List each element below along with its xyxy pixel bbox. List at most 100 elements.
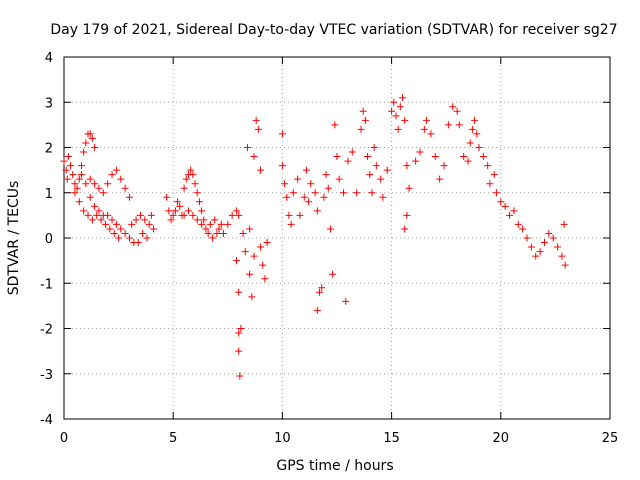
data-point [250, 252, 258, 260]
data-point [141, 216, 149, 224]
data-point [420, 125, 428, 133]
x-axis-label: GPS time / hours [276, 458, 393, 474]
data-point [95, 207, 103, 215]
data-point [241, 248, 249, 256]
data-point [134, 239, 142, 247]
data-point [115, 234, 123, 242]
data-point [233, 207, 241, 215]
data-point [259, 261, 267, 269]
data-point [361, 116, 369, 124]
data-point [377, 175, 385, 183]
y-tick-label: -3 [40, 368, 53, 383]
data-point [71, 180, 79, 188]
data-point [455, 121, 463, 129]
data-point [453, 107, 461, 115]
data-point [473, 130, 481, 138]
data-point [180, 184, 188, 192]
data-point [211, 216, 219, 224]
data-point [403, 162, 411, 170]
data-point [235, 347, 243, 355]
data-point [523, 234, 531, 242]
data-point [388, 107, 396, 115]
data-point [139, 229, 147, 237]
data-point [60, 157, 68, 165]
data-point [320, 193, 328, 201]
data-point [237, 325, 245, 332]
y-tick-label: 4 [45, 51, 53, 66]
data-point [126, 234, 134, 242]
data-point [281, 180, 289, 188]
x-tick-label: 15 [383, 431, 400, 446]
data-point [261, 275, 269, 283]
data-point [233, 257, 241, 265]
data-point [80, 148, 88, 156]
data-point [77, 171, 85, 179]
axis-ticks [63, 56, 611, 420]
data-point [246, 225, 254, 233]
data-point [108, 216, 116, 224]
data-point [399, 94, 407, 102]
data-point [527, 243, 535, 251]
data-point [396, 103, 404, 111]
data-point [302, 166, 310, 174]
data-point [440, 162, 448, 170]
data-point [278, 162, 286, 170]
data-point [497, 198, 505, 206]
data-point [486, 180, 494, 188]
data-point [187, 166, 195, 174]
data-point [182, 175, 190, 183]
data-point [62, 166, 70, 174]
data-point [248, 293, 256, 301]
data-point [403, 211, 411, 219]
data-point [390, 98, 398, 106]
data-point [401, 225, 409, 233]
data-point [475, 144, 483, 151]
y-tick-label: 2 [45, 142, 53, 157]
data-point [239, 229, 247, 237]
data-point [136, 211, 144, 219]
data-point [545, 229, 553, 237]
data-point [101, 220, 109, 228]
data-point [121, 229, 129, 237]
data-point [180, 211, 188, 219]
data-point [165, 207, 173, 215]
data-point [82, 180, 90, 188]
data-point [204, 229, 212, 237]
data-point [150, 225, 158, 233]
data-point [169, 211, 177, 219]
data-point [484, 162, 492, 170]
data-point [63, 175, 71, 183]
data-point [313, 306, 321, 314]
data-point [147, 211, 155, 219]
data-points [60, 94, 569, 380]
data-point [91, 144, 99, 151]
data-point [436, 175, 444, 183]
data-point [108, 171, 116, 179]
data-point [117, 225, 125, 233]
data-point [86, 193, 94, 201]
y-tick-label: 1 [45, 187, 53, 202]
data-point [329, 270, 337, 278]
data-point [311, 189, 319, 197]
data-point [163, 193, 171, 201]
data-point [215, 225, 223, 233]
data-point [510, 207, 518, 215]
data-point [353, 189, 361, 197]
data-point [326, 225, 334, 233]
data-point [322, 171, 330, 179]
y-axis-label: SDTVAR / TECUs [6, 181, 22, 296]
data-point [104, 211, 112, 219]
data-point [243, 144, 251, 151]
data-point [64, 153, 72, 161]
data-point [128, 220, 136, 228]
data-point [112, 220, 120, 228]
data-point [228, 211, 236, 219]
data-point [189, 211, 197, 219]
data-point [560, 220, 568, 228]
data-point [289, 189, 297, 197]
data-point [405, 184, 413, 192]
data-point [340, 189, 348, 197]
data-point [379, 193, 387, 201]
data-point [449, 103, 457, 111]
x-tick-label: 5 [169, 431, 177, 446]
